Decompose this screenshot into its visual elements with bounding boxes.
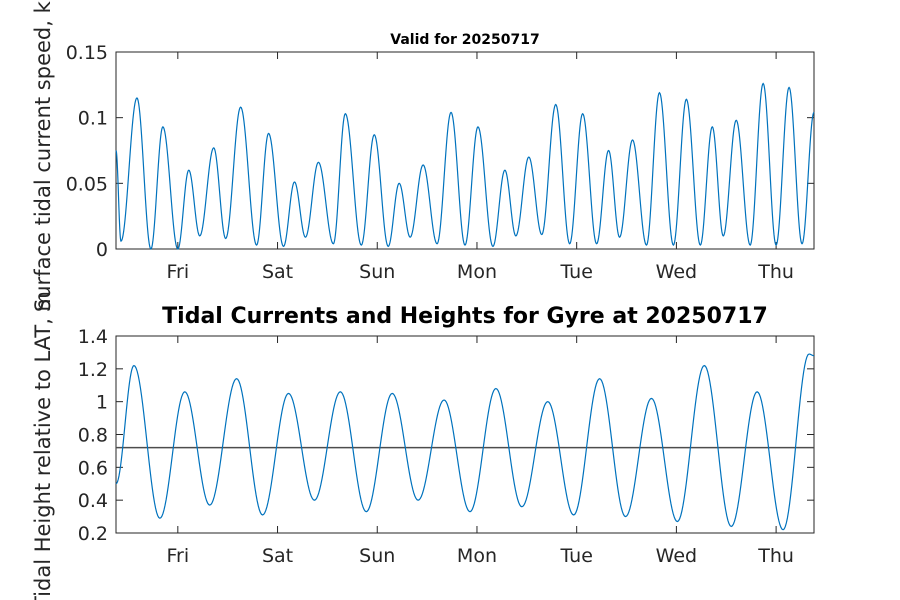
current-speed-y-tick-label: 0.05 <box>66 173 108 195</box>
current-speed-x-tick-label: Sun <box>359 261 395 283</box>
current-speed-title: Valid for 20250717 <box>390 32 539 48</box>
tidal-height-y-tick-label: 0.2 <box>78 523 108 545</box>
tidal-height-y-tick-label: 0.8 <box>78 425 108 447</box>
tidal-height-x-tick-label: Mon <box>457 545 497 567</box>
current-speed-x-tick-label: Fri <box>167 261 190 283</box>
current-speed-y-ticks: 0 0.05 0.1 0.15 <box>66 42 814 261</box>
current-speed-panel: Valid for 20250717 0 0.05 0.1 0.15 Fri Sat Su… <box>31 0 815 312</box>
tidal-height-x-tick-label: Tue <box>559 545 592 567</box>
tidal-height-x-tick-label: Thu <box>757 545 794 567</box>
current-speed-x-tick-label: Thu <box>757 261 794 283</box>
current-speed-y-tick-label: 0 <box>96 239 108 261</box>
tidal-height-x-tick-label: Sun <box>359 545 395 567</box>
current-speed-x-tick-label: Sat <box>262 261 293 283</box>
tidal-height-x-tick-label: Wed <box>656 545 697 567</box>
current-speed-x-tick-label: Tue <box>559 261 592 283</box>
current-speed-x-tick-label: Wed <box>656 261 697 283</box>
tidal-height-panel: Tidal Currents and Heights for Gyre at 2… <box>31 291 815 600</box>
tidal-height-x-ticks: Fri Sat Sun Mon Tue Wed Thu <box>167 336 794 567</box>
tidal-height-series-line <box>115 353 815 531</box>
current-speed-x-tick-label: Mon <box>457 261 497 283</box>
tidal-height-y-axis-label: Tidal Height relative to LAT, m <box>31 291 55 600</box>
current-speed-y-tick-label: 0.1 <box>78 108 108 130</box>
current-speed-x-ticks: Fri Sat Sun Mon Tue Wed Thu <box>167 52 794 283</box>
current-speed-plot-area <box>115 51 815 250</box>
tidal-height-title: Tidal Currents and Heights for Gyre at 2… <box>162 304 768 329</box>
tidal-height-y-tick-label: 0.6 <box>78 457 108 479</box>
tidal-height-x-tick-label: Fri <box>167 545 190 567</box>
tidal-height-y-tick-label: 1.4 <box>78 326 108 348</box>
current-speed-series-line <box>115 82 815 250</box>
current-speed-y-tick-label: 0.15 <box>66 42 108 64</box>
tidal-height-y-ticks: 0.2 0.4 0.6 0.8 1 1.2 1.4 <box>78 326 814 545</box>
tidal-height-y-tick-label: 0.4 <box>78 490 108 512</box>
tidal-height-x-tick-label: Sat <box>262 545 293 567</box>
current-speed-y-axis-label: Surface tidal current speed, kn <box>31 0 55 312</box>
tidal-height-y-tick-label: 1.2 <box>78 359 108 381</box>
tidal-height-y-tick-label: 1 <box>96 392 108 414</box>
